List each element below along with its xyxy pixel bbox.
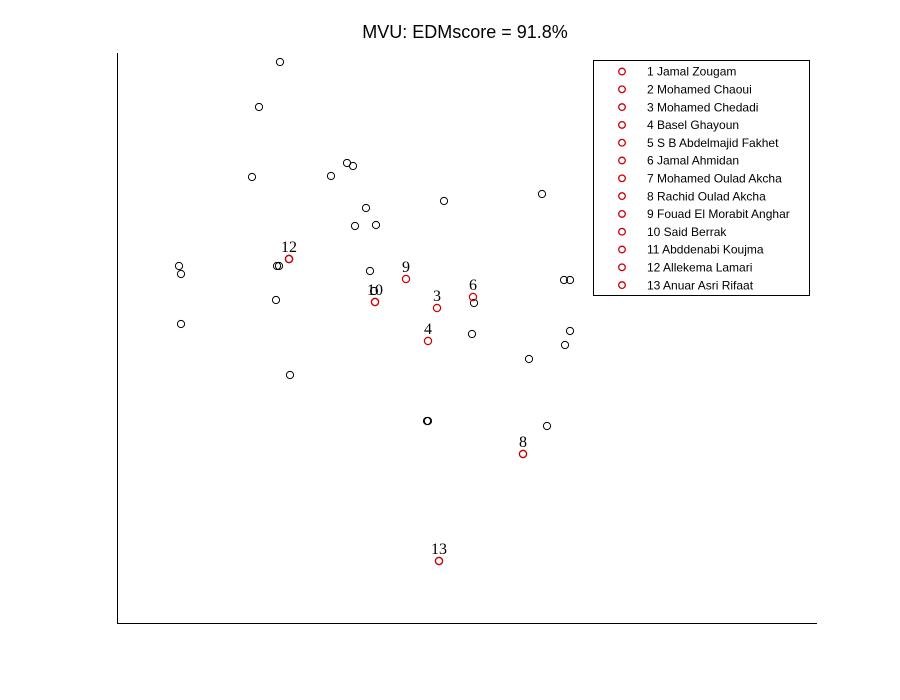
scatter-point xyxy=(326,171,336,181)
legend-entry: 1 Jamal Zougam xyxy=(647,65,736,79)
scatter-point xyxy=(524,354,534,364)
legend-entry: 6 Jamal Ahmidan xyxy=(647,154,739,168)
scatter-point xyxy=(365,266,375,276)
scatter-point xyxy=(275,57,285,67)
legend-entry: 9 Fouad El Morabit Anghar xyxy=(647,207,790,221)
scatter-point xyxy=(560,340,570,350)
point-label: 4 xyxy=(424,321,432,338)
scatter-point xyxy=(274,261,284,271)
legend-entry: 8 Rachid Oulad Akcha xyxy=(647,189,766,203)
legend-marker xyxy=(618,209,626,218)
labeled-point-13 xyxy=(434,556,444,566)
labeled-point-4 xyxy=(423,336,433,346)
legend-marker xyxy=(618,67,626,76)
point-label: 12 xyxy=(281,239,297,256)
legend-marker xyxy=(618,85,626,94)
chart-title: MVU: EDMscore = 91.8% xyxy=(362,22,568,42)
scatter-point xyxy=(176,269,186,279)
labeled-point-6 xyxy=(468,292,478,302)
scatter-point xyxy=(422,416,432,426)
labeled-point-10 xyxy=(370,297,380,307)
points-layer xyxy=(174,57,575,566)
labeled-point-9 xyxy=(401,274,411,284)
legend-marker xyxy=(618,103,626,112)
legend-marker xyxy=(618,245,626,254)
scatter-point xyxy=(565,275,575,285)
point-labels-layer: 12 9 10 3 6 4 8 13 xyxy=(281,239,527,558)
legend-entry: 13 Anuar Asri Rifaat xyxy=(647,278,754,292)
legend-marker xyxy=(618,263,626,272)
scatter-point xyxy=(565,326,575,336)
scatter-point xyxy=(559,275,569,285)
legend-entry: 2 Mohamed Chaoui xyxy=(647,83,752,97)
legend-entry: 5 S B Abdelmajid Fakhet xyxy=(647,136,779,150)
legend-marker xyxy=(618,192,626,201)
legend-marker xyxy=(618,174,626,183)
legend-marker xyxy=(618,227,626,236)
scatter-point xyxy=(467,329,477,339)
scatter-point xyxy=(174,261,184,271)
point-label: 6 xyxy=(469,277,477,294)
scatter-point xyxy=(542,421,552,431)
scatter-point xyxy=(254,102,264,112)
labeled-point-8 xyxy=(518,449,528,459)
scatter-point xyxy=(469,298,479,308)
scatter-point xyxy=(439,196,449,206)
legend-marker xyxy=(618,281,626,290)
legend-marker xyxy=(618,120,626,129)
point-label: 10 xyxy=(367,282,383,299)
scatter-point xyxy=(371,220,381,230)
legend-entry: 11 Abddenabi Koujma xyxy=(647,243,764,257)
labeled-point-12 xyxy=(284,254,294,264)
scatter-point xyxy=(348,161,358,171)
legend-entry: 4 Basel Ghayoun xyxy=(647,118,739,132)
scatter-point xyxy=(350,221,360,231)
point-label: 13 xyxy=(431,541,447,558)
scatter-point xyxy=(369,286,379,296)
legend: 1 Jamal Zougam 2 Mohamed Chaoui 3 Mohamed … xyxy=(593,60,810,296)
legend-entry: 12 Allekema Lamari xyxy=(647,261,752,275)
legend-box xyxy=(593,60,810,296)
legend-marker xyxy=(618,156,626,165)
scatter-point xyxy=(537,189,547,199)
axes xyxy=(117,53,817,624)
point-label: 3 xyxy=(433,288,441,305)
labeled-point-3 xyxy=(432,303,442,313)
scatter-point xyxy=(271,295,281,305)
legend-entry: 7 Mohamed Oulad Akcha xyxy=(647,172,782,186)
legend-marker xyxy=(618,138,626,147)
scatter-point xyxy=(272,261,282,271)
legend-entry: 10 Said Berrak xyxy=(647,225,727,239)
scatter-point xyxy=(247,172,257,182)
legend-entry: 3 Mohamed Chedadi xyxy=(647,100,758,114)
point-label: 9 xyxy=(402,259,410,276)
scatter-point xyxy=(285,370,295,380)
point-label: 8 xyxy=(519,434,527,451)
scatter-point xyxy=(176,319,186,329)
scatter-point xyxy=(361,203,371,213)
